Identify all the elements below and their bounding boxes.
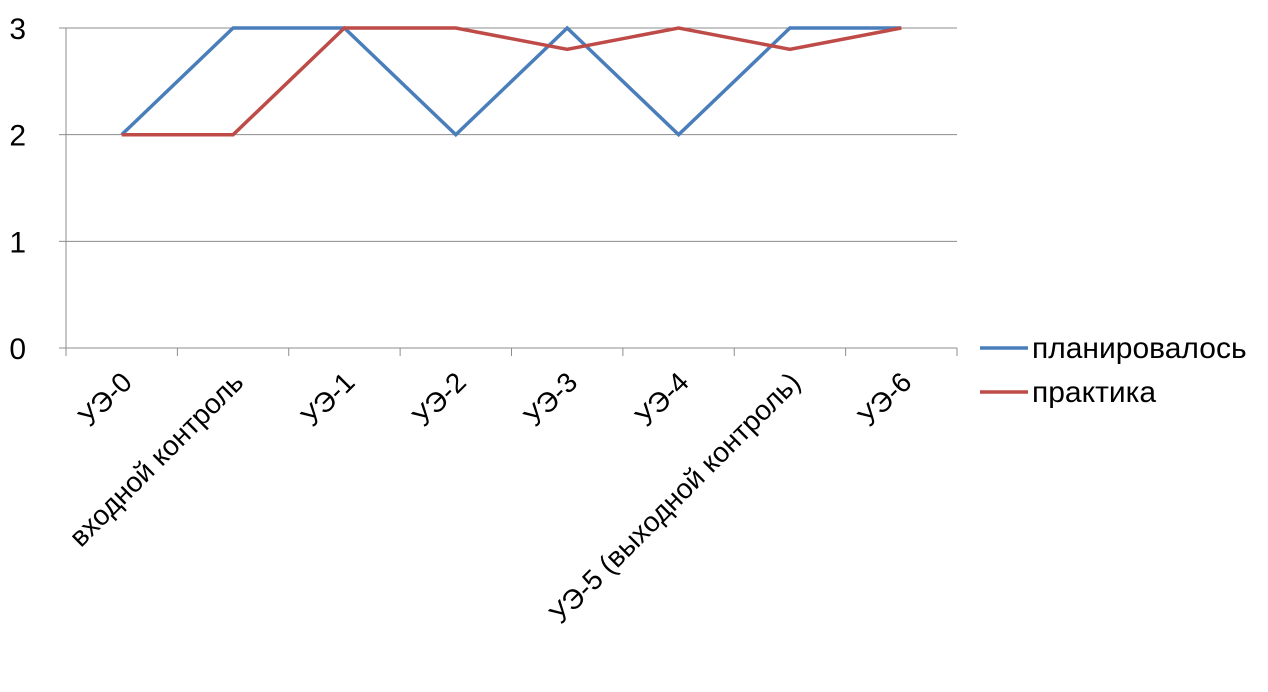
x-tick-label-4: УЭ-3	[518, 366, 584, 432]
y-tick-label-0: 0	[9, 333, 26, 366]
y-tick-label-2: 2	[9, 120, 26, 153]
x-tick-label-3: УЭ-2	[406, 366, 472, 432]
x-tick-label-0: УЭ-0	[72, 366, 138, 432]
series-lines	[120, 25, 902, 138]
x-tick-label-7: УЭ-6	[852, 366, 918, 432]
legend-label-0: планировалось	[1032, 332, 1247, 365]
y-tick-label-1: 1	[9, 226, 26, 259]
x-tick-label-2: УЭ-1	[295, 366, 361, 432]
legend-label-1: практика	[1032, 376, 1156, 409]
x-tick-label-5: УЭ-4	[629, 366, 695, 432]
series-line-1	[121, 26, 902, 137]
series-line-0	[120, 25, 902, 138]
legend: планировалось практика	[980, 332, 1247, 409]
y-axis-tick-labels: 0 1 2 3	[9, 13, 26, 366]
y-tick-label-3: 3	[9, 13, 26, 46]
axes	[59, 27, 958, 356]
